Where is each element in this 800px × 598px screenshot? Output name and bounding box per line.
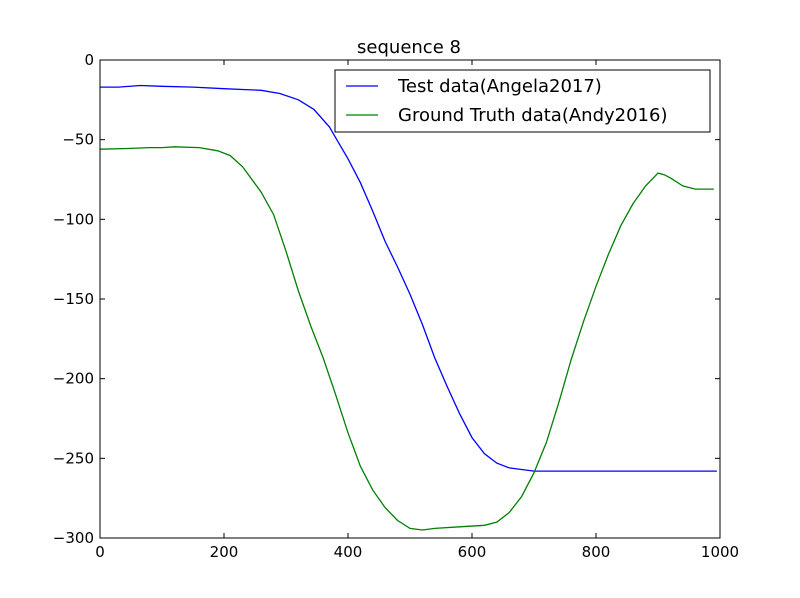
y-tick-label: 0 <box>84 51 94 69</box>
y-tick-label: −150 <box>53 290 94 308</box>
series-line-1 <box>100 84 717 472</box>
x-tick-label: 1000 <box>701 543 739 561</box>
series-layer <box>99 84 717 531</box>
legend: Test data(Angela2017) Ground Truth data(A… <box>334 69 711 133</box>
legend-label-1: Test data(Angela2017) <box>397 76 602 97</box>
x-tick-label: 200 <box>210 543 239 561</box>
x-tick-label: 400 <box>334 543 363 561</box>
legend-label-2: Ground Truth data(Andy2016) <box>398 105 667 126</box>
y-tick-label: −250 <box>53 449 94 467</box>
x-tick-label: 600 <box>458 543 487 561</box>
ticks-layer: 0 200 400 600 800 1000 0 −50 −100 −150 −200 −250 −30… <box>53 51 739 561</box>
series-line-2 <box>99 146 714 531</box>
y-tick-label: −50 <box>62 131 94 149</box>
y-tick-label: −300 <box>53 529 94 547</box>
chart-title: sequence 8 <box>357 37 461 58</box>
y-tick-label: −200 <box>53 370 94 388</box>
x-tick-label: 0 <box>95 543 105 561</box>
y-tick-label: −100 <box>53 210 94 228</box>
legend-box <box>334 69 711 133</box>
x-tick-label: 800 <box>582 543 611 561</box>
